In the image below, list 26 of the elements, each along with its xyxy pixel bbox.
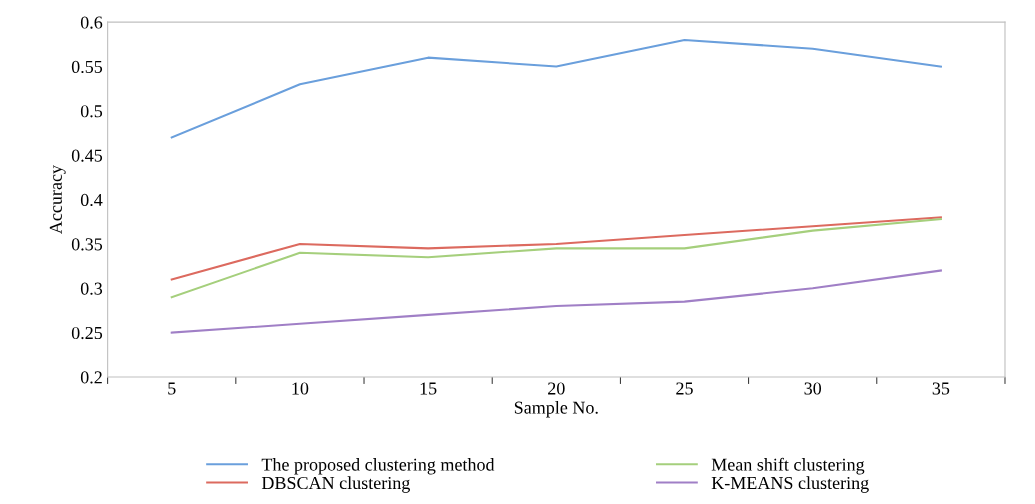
x-tick-label: 30 [804,382,822,395]
y-tick-label: 0.6 [80,16,103,29]
y-tick-label: 0.25 [71,326,103,340]
line-series [170,216,942,281]
y-tick-label: 0.4 [80,193,103,207]
y-tick-label: 0.45 [71,149,103,162]
legend-label: K-MEANS clustering [711,476,869,493]
line-series [170,269,942,334]
y-tick-label: 0.2 [80,371,102,384]
legend-label: DBSCAN clustering [261,476,410,493]
x-tick-label: 25 [676,382,693,395]
y-axis-title: Accuracy [49,165,66,234]
x-tick-label: 5 [168,382,176,395]
y-tick-label: 0.5 [80,105,103,118]
x-tick-label: 35 [932,382,950,395]
line-series [170,38,942,139]
legend-label: Mean shift clustering [711,457,865,475]
x-tick-label: 15 [420,382,437,395]
x-axis-title: Sample No. [514,401,598,418]
x-tick-label: 20 [548,382,565,395]
x-tick-label: 10 [292,382,309,395]
y-tick-label: 0.35 [71,238,103,251]
line-series [170,218,942,299]
y-tick-label: 0.55 [71,60,103,74]
y-tick-label: 0.3 [80,282,103,295]
legend-label: The proposed clustering method [261,458,495,475]
